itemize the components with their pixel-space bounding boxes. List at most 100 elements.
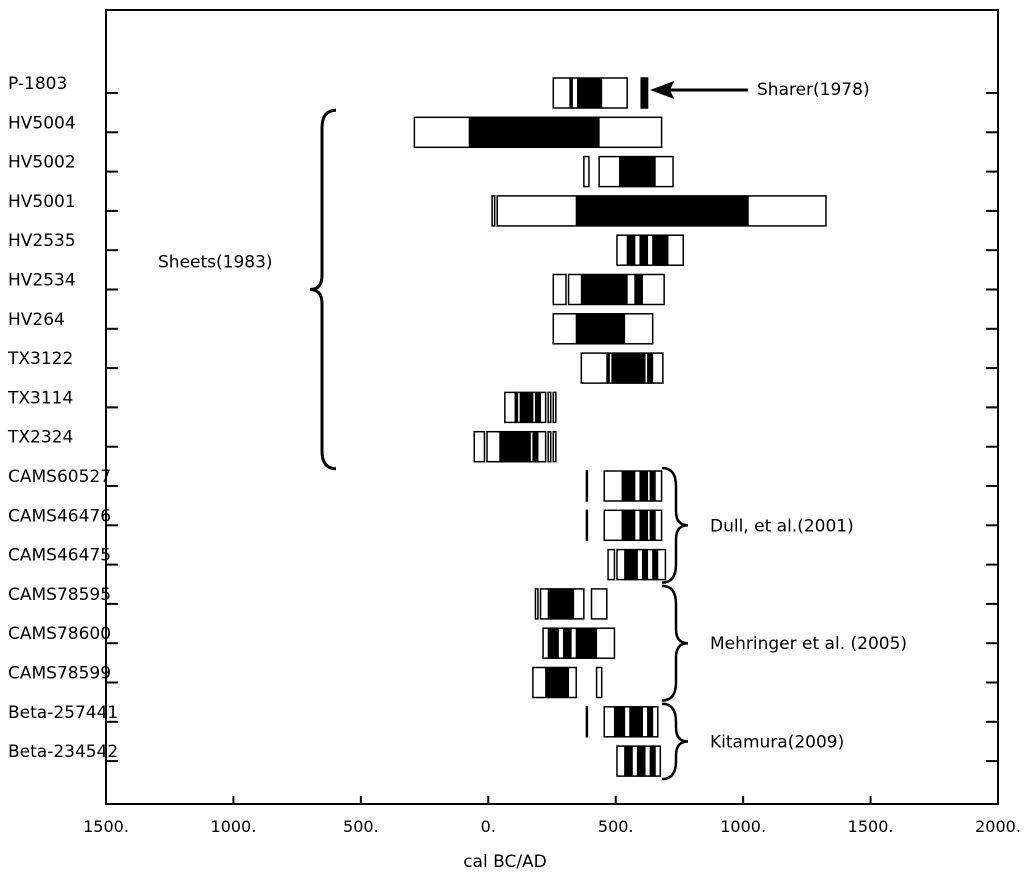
outer-range-bar [473,430,486,463]
sample-label: CAMS78595 [8,585,111,605]
inner-range-bar [613,706,626,738]
inner-range-bar [575,313,626,345]
inner-range-bar [629,706,643,738]
sample-label: HV5004 [8,113,76,133]
inner-range-bar [580,274,628,305]
reference-label: Mehringer et al. (2005) [710,634,907,654]
inner-range-bar [634,274,643,305]
inner-range-bar [649,745,656,777]
outer-range-bar [590,588,608,620]
group-brace [661,466,689,584]
sample-label: CAMS78600 [8,624,111,644]
reference-label: Kitamura(2009) [710,732,844,752]
x-tick-label: 500. [343,817,379,836]
inner-range-bar [619,156,656,188]
sample-labels: P-1803 HV5004 HV5002 HV5001 HV2535 HV2534 HV26… [7,74,118,762]
inner-range-bar [562,627,572,659]
inner-range-bar [639,509,649,541]
sample-label: CAMS46476 [8,506,111,526]
inner-range-bar [545,667,570,698]
inner-range-bar [647,352,654,384]
sample-label: HV2534 [8,271,76,291]
group-brace [309,108,337,471]
inner-range-bar [649,470,656,502]
inner-range-bar [641,549,649,581]
inner-range-bar [534,391,542,423]
inner-range-bar [652,549,659,581]
outer-range-bar [595,666,603,699]
outer-range-bar [585,470,589,502]
sample-label: CAMS78599 [8,664,111,684]
sample-label: HV5002 [8,153,76,173]
outer-range-bar [552,430,557,463]
x-tick-label: 500. [598,817,634,836]
reference-label: Sheets(1983) [158,253,273,273]
inner-range-bar [636,745,646,777]
inner-range-bar [569,77,573,109]
outer-range-bar [607,548,616,581]
outer-range-bar [585,509,589,542]
inner-range-bar [519,391,534,423]
inner-range-bar [621,509,636,541]
inner-range-bar [647,706,654,738]
inner-range-bar [547,588,575,620]
inner-range-bar [639,234,649,266]
outer-range-bar [547,391,552,424]
sample-label: CAMS60527 [8,467,111,487]
inner-range-bar [575,627,598,659]
inner-range-bar [652,234,669,266]
sample-label: P-1803 [8,74,67,94]
sample-label: TX3114 [7,388,73,408]
inner-range-bar [649,509,656,541]
x-tick-label: 1500. [83,817,129,836]
inner-range-bar [576,77,603,109]
x-tick-label: 1000. [211,817,257,836]
outer-range-bar [640,77,644,109]
outer-range-bar [642,77,646,109]
outer-range-bar [534,588,539,620]
group-brace [661,584,689,702]
x-axis-title: cal BC/AD [463,852,547,872]
sample-label: TX2324 [7,428,73,448]
reference-label: Dull, et al.(2001) [710,516,854,536]
inner-range-bar [639,470,649,502]
outer-range-bar [552,273,567,306]
inner-range-bar [624,745,633,777]
inner-range-bar [575,195,739,227]
range-bars [413,77,827,777]
x-tick-label: 1500. [848,817,894,836]
inner-range-bar [606,352,610,384]
inner-range-bar [499,431,531,463]
x-tick-label: 1000. [720,817,766,836]
sample-label: HV2535 [8,231,76,251]
inner-range-bar [514,391,519,423]
inner-range-bar [621,470,636,502]
group-brace [661,702,689,781]
outer-range-bar [645,77,649,109]
inner-range-bar [532,431,539,463]
sample-label: Beta-257441 [8,703,118,723]
x-tick-label: 0. [481,817,496,836]
outer-range-bar [585,706,589,738]
reference-label: Sharer(1978) [757,80,870,100]
x-tick-label: 2000. [975,817,1021,836]
inner-range-bar [547,627,559,659]
inner-range-bar [468,116,600,148]
arrow-head [650,81,675,99]
sample-label: HV5001 [8,192,76,212]
inner-range-bar [611,352,646,384]
outer-range-bar [491,195,496,227]
sample-label: Beta-234542 [8,742,118,762]
sample-label: TX3122 [7,349,73,369]
outer-range-bar [552,391,557,424]
sample-label: HV264 [8,310,65,330]
inner-range-bar [737,195,749,227]
inner-range-bar [626,234,636,266]
annotations: Sharer(1978) Sheets(1983) Dull, et al.(200… [158,80,907,781]
sample-label: CAMS46475 [8,546,111,566]
outer-range-bar [547,430,552,463]
axis-ticks: 1500. 1000. 500. 0. 500. 1000. 1500. 2000. [83,92,1021,836]
outer-range-bar [583,155,590,188]
inner-range-bar [624,549,638,581]
